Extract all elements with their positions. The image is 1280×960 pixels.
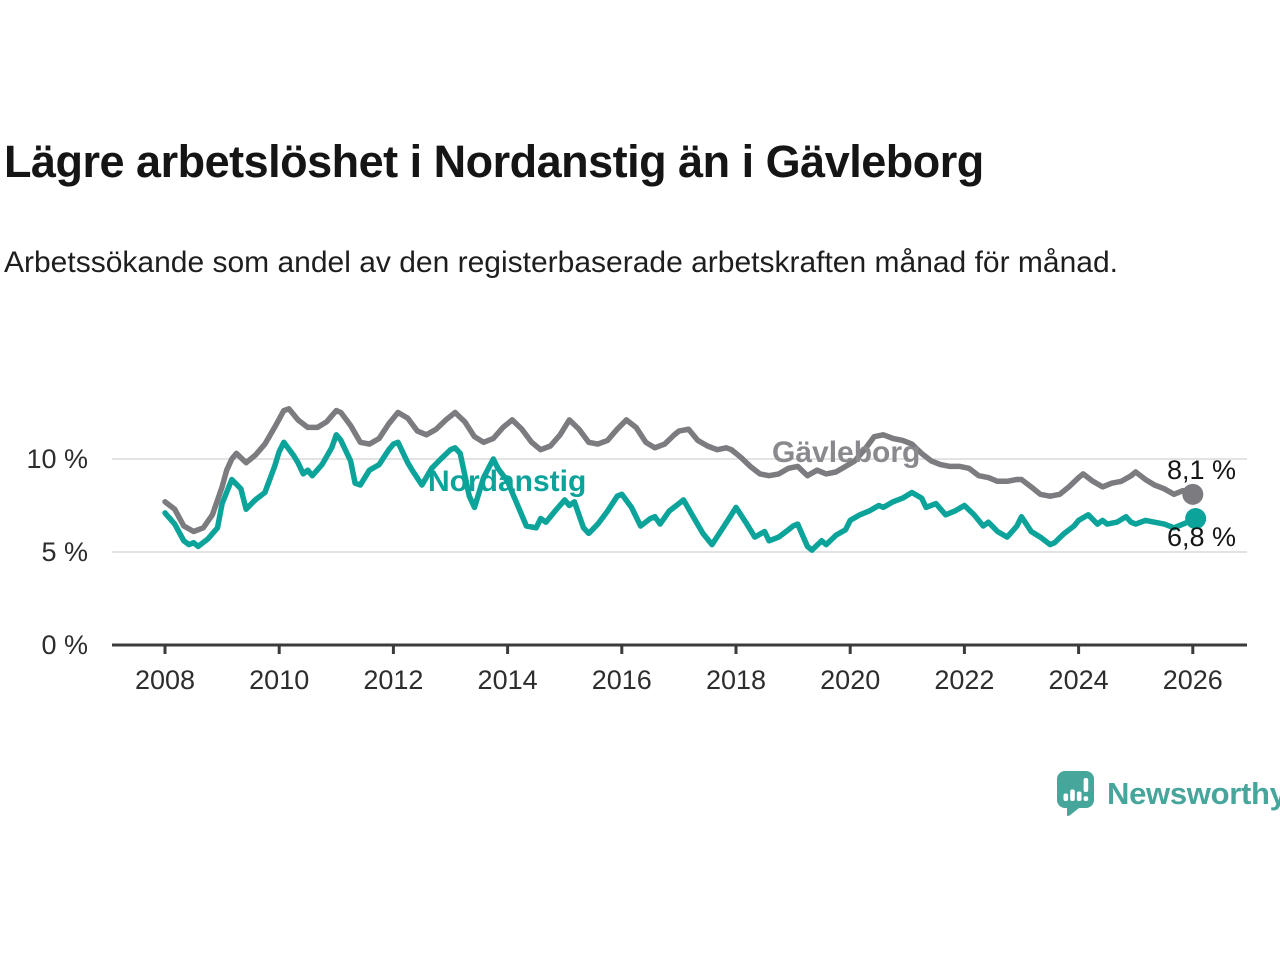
x-tick-label: 2008 [135, 665, 195, 695]
x-tick-label: 2026 [1163, 665, 1223, 695]
y-axis-labels: 0 % 5 % 10 % [26, 444, 88, 660]
newsworthy-logo-icon [1057, 771, 1094, 817]
line-gävleborg [162, 406, 1196, 535]
x-axis [112, 643, 1247, 654]
y-tick-label: 5 % [41, 537, 88, 567]
series-lines [162, 406, 1207, 553]
gridlines [112, 458, 1247, 553]
y-tick-label: 0 % [41, 630, 88, 660]
page-title: Lägre arbetslöshet i Nordanstig än i Gäv… [4, 136, 984, 187]
chart-subtitle: Arbetssökande som andel av den registerb… [4, 246, 1118, 279]
series-label-nordanstig: Nordanstig [428, 465, 586, 498]
end-dot-gävleborg [1182, 483, 1204, 505]
x-tick-label: 2024 [1049, 665, 1109, 695]
series-label-gavleborg: Gävleborg [772, 436, 920, 469]
newsworthy-wordmark: Newsworthy [1107, 776, 1280, 811]
x-tick-label: 2018 [706, 665, 766, 695]
x-tick-label: 2022 [934, 665, 994, 695]
y-tick-label: 10 % [26, 444, 88, 474]
line-nordanstig [162, 432, 1199, 553]
x-tick-label: 2012 [363, 665, 423, 695]
x-axis-labels: 2008 2010 2012 2014 2016 2018 2020 2022 2024 2026 [135, 665, 1223, 695]
x-tick-label: 2020 [820, 665, 880, 695]
x-tick-label: 2016 [592, 665, 652, 695]
x-tick-label: 2010 [249, 665, 309, 695]
newsworthy-logo: Newsworthy [1056, 770, 1280, 818]
end-value-label-nordanstig: 6,8 % [1167, 522, 1236, 552]
end-dot-nordanstig [1185, 508, 1207, 530]
x-tick-label: 2014 [478, 665, 538, 695]
end-value-label-gavleborg: 8,1 % [1167, 455, 1236, 485]
